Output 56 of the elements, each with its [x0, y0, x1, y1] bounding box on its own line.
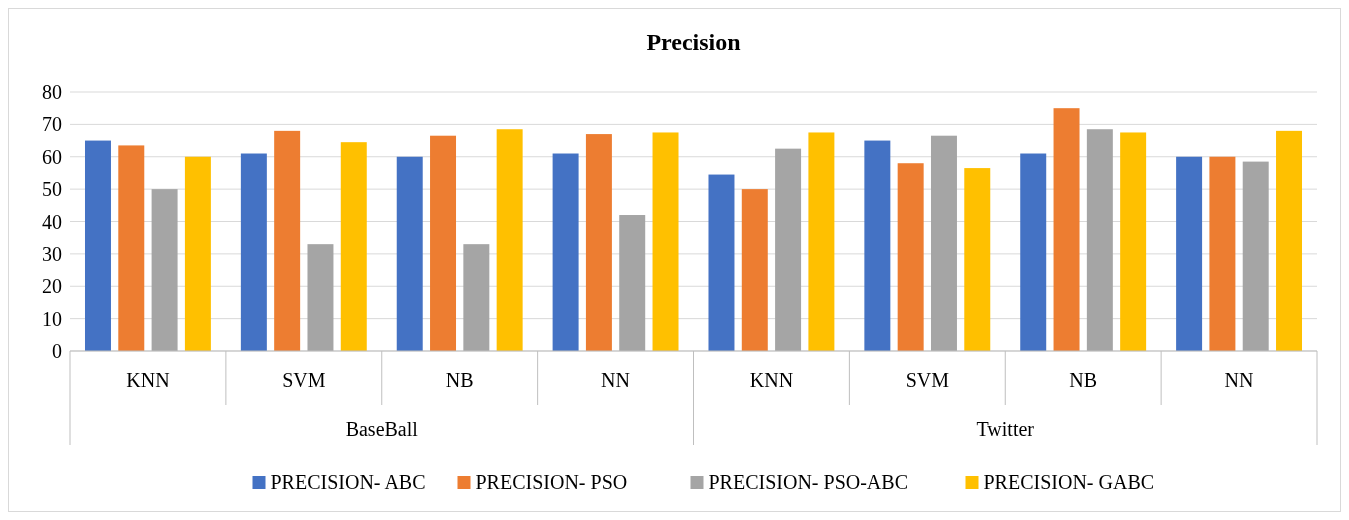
y-tick-label: 50 [42, 178, 62, 201]
bar [741, 189, 768, 351]
legend-label: PRECISION- PSO [475, 471, 628, 493]
bar [84, 140, 111, 351]
bar [340, 142, 367, 351]
x-tick-label: SVM [282, 369, 326, 391]
bar [708, 174, 735, 351]
bar [1176, 156, 1203, 351]
y-tick-label: 30 [42, 242, 62, 265]
bar [1242, 161, 1269, 351]
x-tick-label: NN [601, 369, 631, 391]
bar [775, 148, 802, 351]
bar [463, 244, 490, 351]
legend-label: PRECISION- GABC [983, 471, 1155, 493]
bar [496, 129, 523, 351]
x-tick-label: KNN [749, 369, 794, 391]
legend-label: PRECISION- PSO-ABC [708, 471, 908, 493]
bar [964, 168, 991, 351]
y-tick-label: 20 [42, 275, 62, 298]
bar [619, 215, 646, 351]
bar [184, 156, 211, 351]
text: Twitter [976, 418, 1035, 440]
bar [808, 132, 835, 351]
bar [1053, 108, 1080, 351]
x-tick-label: NB [1069, 369, 1098, 391]
y-tick-label: 40 [42, 210, 62, 233]
bar [151, 189, 178, 351]
bar [930, 135, 957, 351]
bar [240, 153, 267, 351]
x-tick-label: SVM [905, 369, 950, 391]
bar [1020, 153, 1047, 351]
y-tick-label: 70 [42, 113, 62, 136]
bar [552, 153, 579, 351]
bar [897, 163, 924, 351]
legend-label: PRECISION- ABC [270, 471, 426, 493]
y-tick-label: 80 [42, 81, 62, 103]
bar [1276, 130, 1303, 351]
bar [396, 156, 423, 351]
x-tick-label: NB [445, 369, 474, 391]
bar [652, 132, 679, 351]
bar [118, 145, 145, 351]
bar [430, 135, 457, 351]
chart-title: Precision [646, 29, 741, 55]
bar [274, 130, 301, 351]
bar [1209, 156, 1236, 351]
bar [864, 140, 891, 351]
bar [1086, 129, 1113, 351]
bar [307, 244, 334, 351]
bar [1120, 132, 1147, 351]
text: BaseBall [345, 418, 419, 440]
y-tick-label: 0 [52, 340, 62, 362]
bar [585, 134, 612, 351]
y-tick-label: 60 [42, 145, 62, 168]
x-tick-label: NN [1224, 369, 1254, 391]
y-tick-label: 10 [42, 307, 62, 330]
x-tick-label: KNN [126, 369, 170, 391]
